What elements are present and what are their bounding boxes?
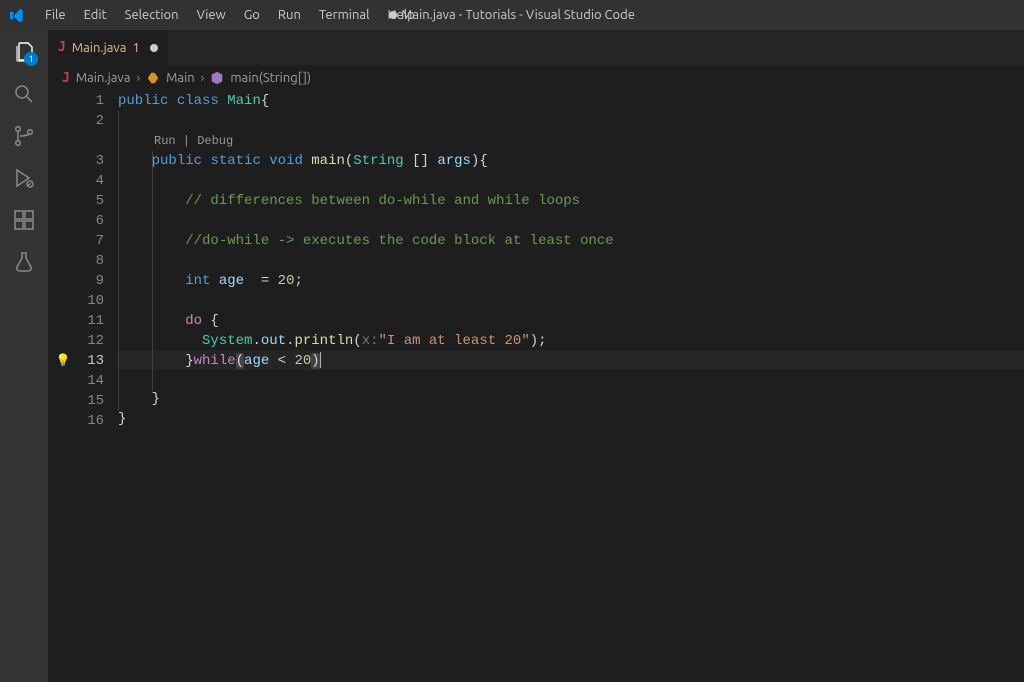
menu-run[interactable]: Run [269,4,310,26]
run-debug-icon[interactable] [12,166,36,190]
dirty-indicator-icon [389,11,397,19]
extensions-icon[interactable] [12,208,36,232]
breadcrumb-sep-icon: › [136,71,140,85]
menu-selection[interactable]: Selection [116,4,188,26]
text-cursor [320,352,321,368]
breadcrumb-file[interactable]: Main.java [76,71,131,85]
java-file-icon: J [58,40,66,55]
explorer-icon[interactable]: 1 [12,40,36,64]
search-icon[interactable] [12,82,36,106]
class-symbol-icon [146,71,160,85]
menu-go[interactable]: Go [235,4,269,26]
menu-edit[interactable]: Edit [75,4,116,26]
breadcrumb-method[interactable]: main(String[]) [230,71,311,85]
codelens-run-debug[interactable]: Run | Debug [118,131,1024,151]
line-numbers: 1 2 3 4 5 6 7 8 9 10 11 12 13 14 15 16 [78,91,118,682]
glyph-margin: 💡 [48,91,78,682]
breadcrumb-sep-icon: › [201,71,205,85]
code-content[interactable]: public class Main{ Run | Debug public st… [118,91,1024,682]
lightbulb-icon[interactable]: 💡 [48,351,78,371]
window-title-text: Main.java - Tutorials - Visual Studio Co… [401,8,635,22]
menu-terminal[interactable]: Terminal [310,4,379,26]
tab-main-java[interactable]: J Main.java 1 [48,30,169,65]
vscode-logo-icon [8,7,24,23]
explorer-badge: 1 [24,52,38,66]
editor-area: J Main.java 1 J Main.java › Main › main(… [48,30,1024,682]
menu-file[interactable]: File [36,4,75,26]
breadcrumb-class[interactable]: Main [166,71,195,85]
method-symbol-icon [210,71,224,85]
tab-dirty-icon [150,44,158,52]
menubar: File Edit Selection View Go Run Terminal… [36,4,424,26]
title-bar: File Edit Selection View Go Run Terminal… [0,0,1024,30]
window-title: Main.java - Tutorials - Visual Studio Co… [389,8,635,22]
breadcrumbs[interactable]: J Main.java › Main › main(String[]) [48,65,1024,91]
tab-label: Main.java [72,41,127,55]
menu-view[interactable]: View [188,4,235,26]
testing-icon[interactable] [12,250,36,274]
tab-problem-count: 1 [132,41,139,55]
tab-bar: J Main.java 1 [48,30,1024,65]
activity-bar: 1 [0,30,48,682]
source-control-icon[interactable] [12,124,36,148]
breadcrumb-java-icon: J [62,71,70,86]
code-editor[interactable]: 💡 1 2 3 4 5 6 7 8 9 10 11 12 13 14 15 16 [48,91,1024,682]
